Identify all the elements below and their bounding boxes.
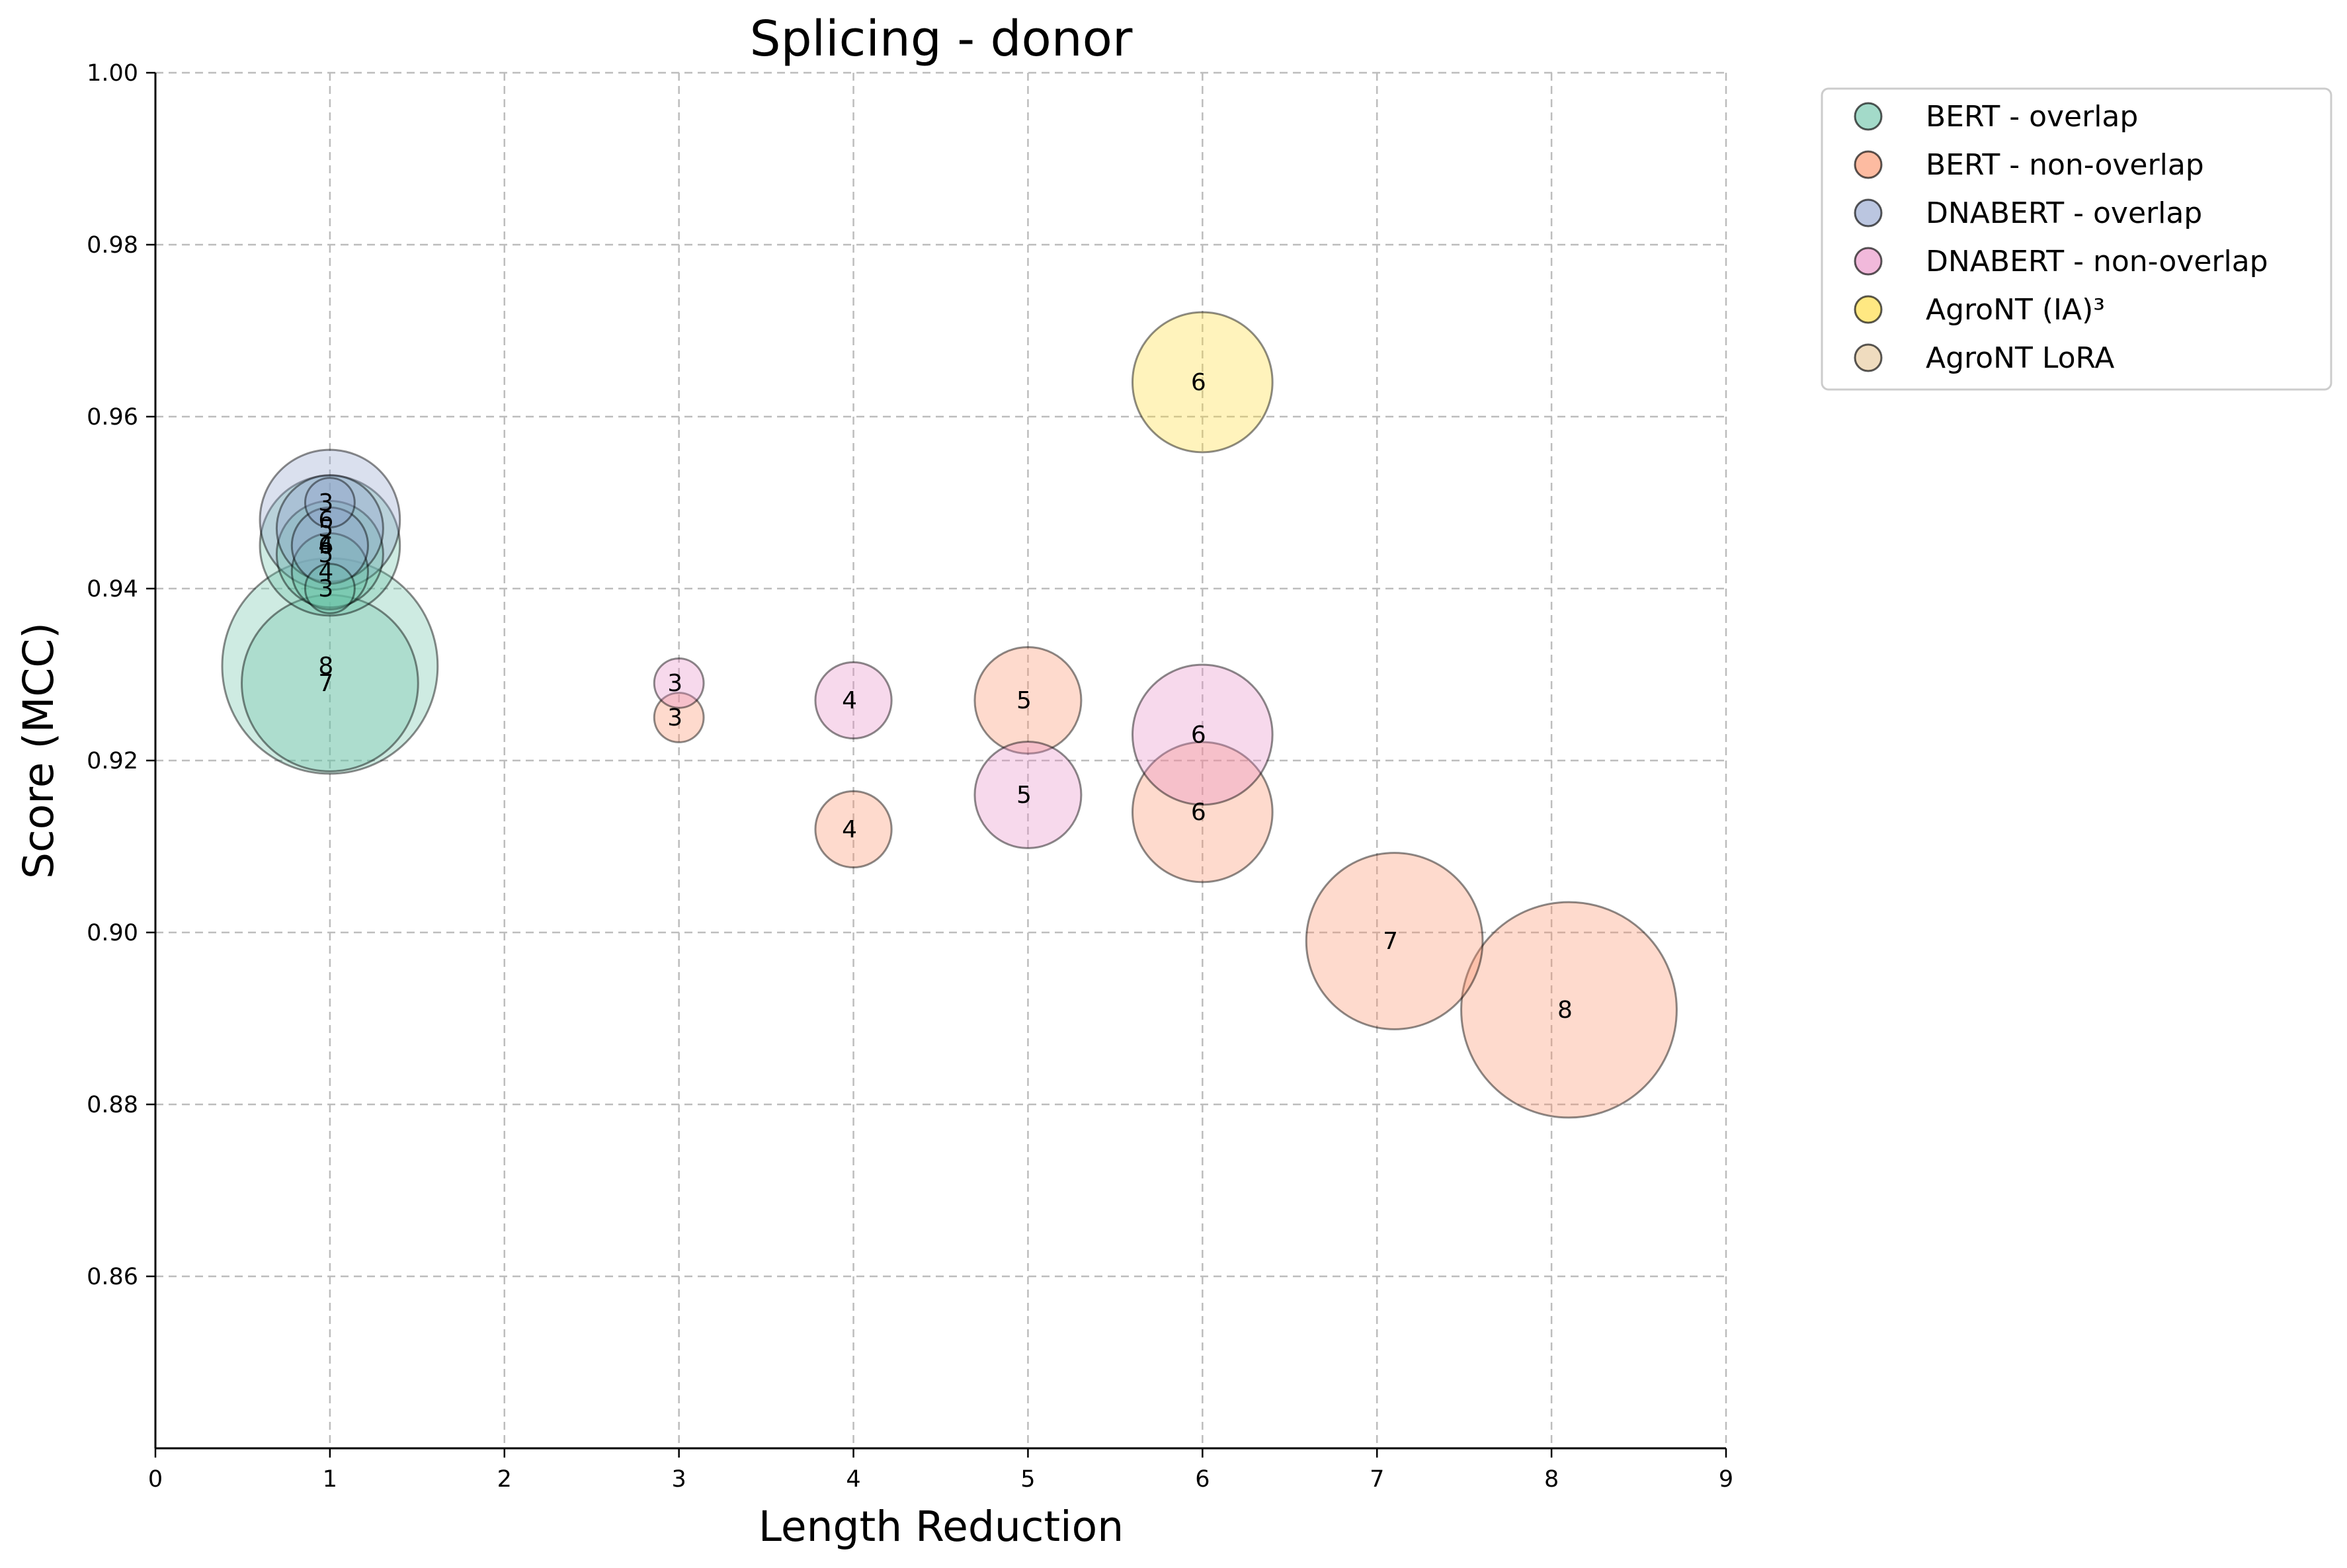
legend-label: AgroNT (IA)³ (1926, 293, 2105, 327)
bubble (814, 790, 893, 869)
bubble-label: 5 (318, 541, 333, 568)
bubble (304, 477, 356, 528)
grid-lines (155, 71, 1727, 1448)
bubble (973, 741, 1083, 849)
bubble-label: 4 (318, 558, 333, 585)
y-tick-label: 1.00 (87, 60, 138, 87)
y-tick-label: 0.98 (87, 232, 138, 259)
bubble-label: 5 (1016, 687, 1032, 714)
legend-frame (1821, 87, 2332, 391)
bubble-label: 4 (842, 816, 857, 843)
bubble-label: 6 (318, 507, 333, 534)
y-axis-title: Score (MCC) (15, 622, 63, 879)
bubble-label: 4 (842, 687, 857, 714)
bubble (1460, 901, 1678, 1119)
x-axis-title: Length Reduction (759, 1503, 1124, 1551)
legend-marker (1854, 247, 1883, 276)
legend: BERT - overlap BERT - non-overlap DNABERT … (1821, 87, 2332, 391)
x-tick-label: 4 (846, 1466, 860, 1493)
bubble-label: 6 (1191, 369, 1206, 396)
bubble (653, 657, 705, 709)
legend-label: BERT - overlap (1926, 100, 2138, 134)
bubble (241, 594, 419, 772)
bubble-label: 8 (318, 653, 333, 680)
bubble (259, 474, 401, 617)
x-tick-label: 0 (148, 1466, 163, 1493)
x-tick-label: 1 (323, 1466, 337, 1493)
bubble (304, 563, 356, 614)
legend-label: DNABERT - overlap (1926, 196, 2202, 230)
bubble (259, 448, 401, 591)
x-tick-label: 2 (497, 1466, 512, 1493)
bubble-label: 7 (318, 670, 333, 697)
legend-marker (1854, 102, 1883, 131)
bubble-label: 6 (318, 532, 333, 559)
x-tick-label: 9 (1719, 1466, 1733, 1493)
bubble (1132, 741, 1274, 884)
bubble-label: 7 (1383, 928, 1398, 955)
bubble-label: 6 (1191, 722, 1206, 749)
bubble-label: 3 (318, 575, 333, 602)
bubble (275, 474, 384, 583)
bubble (1132, 311, 1274, 454)
legend-label: DNABERT - non-overlap (1926, 245, 2268, 278)
bubble (973, 646, 1083, 755)
bubble (275, 500, 384, 608)
tick-labels: 0 1 2 3 4 5 6 7 8 90.860.880.900.920.940.960.981.… (87, 60, 1733, 1493)
bubble (290, 532, 369, 611)
y-tick-label: 0.86 (87, 1264, 138, 1290)
y-tick-label: 0.88 (87, 1092, 138, 1118)
y-tick-label: 0.92 (87, 748, 138, 774)
x-tick-label: 6 (1195, 1466, 1210, 1493)
x-tick-label: 5 (1020, 1466, 1035, 1493)
axes (146, 71, 1727, 1458)
bubble (290, 506, 369, 585)
x-tick-label: 3 (672, 1466, 686, 1493)
bubble-label: 4 (318, 532, 333, 559)
legend-marker (1854, 198, 1883, 227)
bubble (653, 692, 705, 743)
chart-title: Splicing - donor (750, 11, 1133, 67)
legend-label: BERT - non-overlap (1926, 148, 2204, 182)
legend-marker (1854, 343, 1883, 372)
y-tick-label: 0.96 (87, 404, 138, 431)
bubble (814, 661, 893, 740)
bubble (1305, 852, 1484, 1030)
bubble-label: 3 (318, 489, 333, 516)
legend-marker (1854, 150, 1883, 179)
y-tick-label: 0.90 (87, 920, 138, 946)
bubble-label: 8 (1557, 997, 1573, 1024)
x-tick-label: 7 (1370, 1466, 1384, 1493)
legend-label: AgroNT LoRA (1926, 341, 2114, 375)
legend-items: BERT - overlap BERT - non-overlap DNABERT … (1854, 100, 2268, 375)
bubble (221, 557, 439, 775)
legend-marker (1854, 295, 1883, 324)
bubbles (221, 311, 1678, 1119)
bubble (1132, 663, 1274, 806)
bubble-label: 3 (667, 670, 682, 697)
y-tick-label: 0.94 (87, 576, 138, 602)
x-tick-label: 8 (1544, 1466, 1559, 1493)
bubble-label: 3 (667, 704, 682, 731)
bubble-label: 5 (1016, 782, 1032, 809)
bubble-label: 5 (318, 515, 333, 542)
bubble-label: 6 (1191, 799, 1206, 826)
